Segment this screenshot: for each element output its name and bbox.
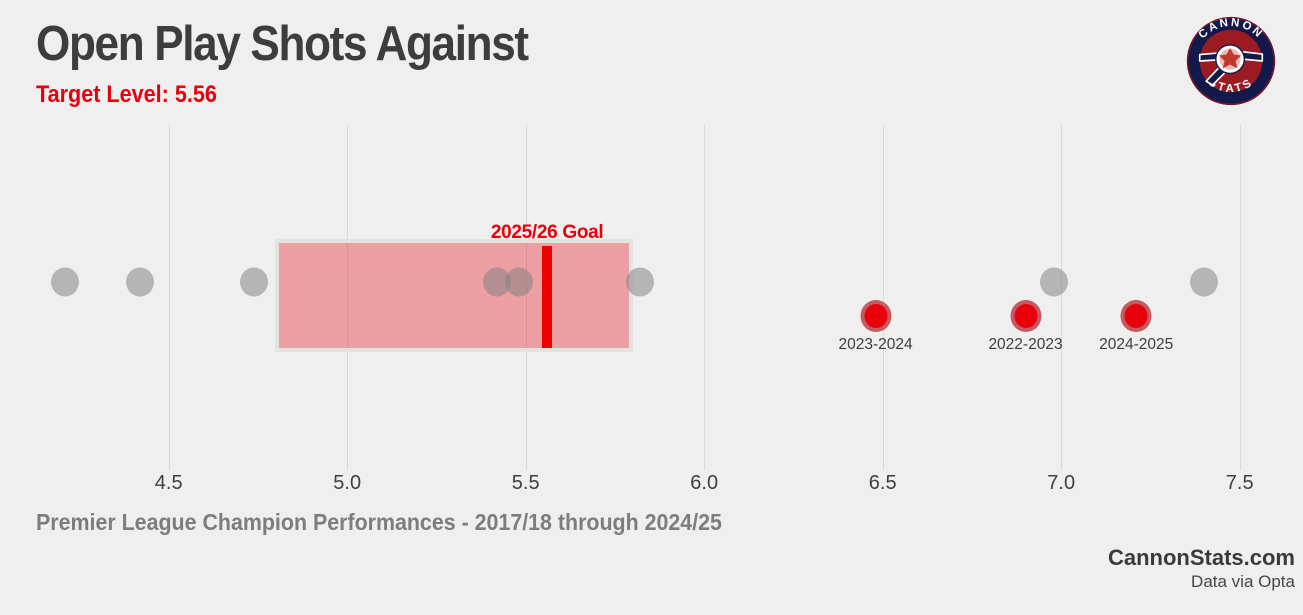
season-label: 2023-2024: [838, 336, 913, 353]
champion-dot: [504, 267, 533, 297]
x-tick-label: 6.5: [868, 472, 897, 494]
gridline: [525, 125, 527, 470]
gridline: [347, 125, 349, 470]
cannon-illustration: [1198, 44, 1264, 86]
cannonstats-logo: CANNON STATS: [1185, 15, 1277, 107]
champion-dot: [1190, 267, 1218, 297]
gridline: [704, 125, 706, 470]
goal-line: [542, 246, 553, 348]
target-level-label: Target Level: 5.56: [36, 81, 217, 108]
champion-dot: [240, 267, 269, 297]
goal-line-label: 2025/26 Goal: [490, 222, 604, 243]
data-source-text: Data via Opta: [1191, 572, 1295, 591]
cannon-icon: CANNON STATS: [1186, 17, 1276, 106]
target-zone: [275, 239, 634, 352]
brand-text: CannonStats.com: [1107, 545, 1295, 570]
x-tick-label: 7.5: [1225, 472, 1254, 494]
gridline: [168, 125, 170, 470]
season-label: 2024-2025: [1099, 336, 1174, 353]
gridline: [882, 125, 884, 470]
gridline: [1239, 125, 1241, 470]
gridline: [1061, 125, 1063, 470]
champion-dot: [625, 267, 654, 297]
page-title: Open Play Shots Against: [36, 17, 529, 71]
champion-dot: [1040, 267, 1069, 297]
x-tick-label: 5.0: [333, 472, 362, 494]
x-tick-label: 7.0: [1047, 472, 1076, 494]
arsenal-dot: [1120, 300, 1152, 332]
arsenal-dot: [1010, 300, 1041, 332]
x-tick-label: 5.5: [511, 472, 540, 494]
x-tick-label: 6.0: [690, 472, 719, 494]
champion-dot: [51, 267, 80, 297]
arsenal-dot: [860, 300, 892, 332]
season-label: 2022-2023: [988, 336, 1063, 353]
x-tick-label: 4.5: [154, 472, 183, 494]
champion-dot: [126, 267, 155, 297]
chart-subtitle: Premier League Champion Performances - 2…: [36, 509, 722, 535]
